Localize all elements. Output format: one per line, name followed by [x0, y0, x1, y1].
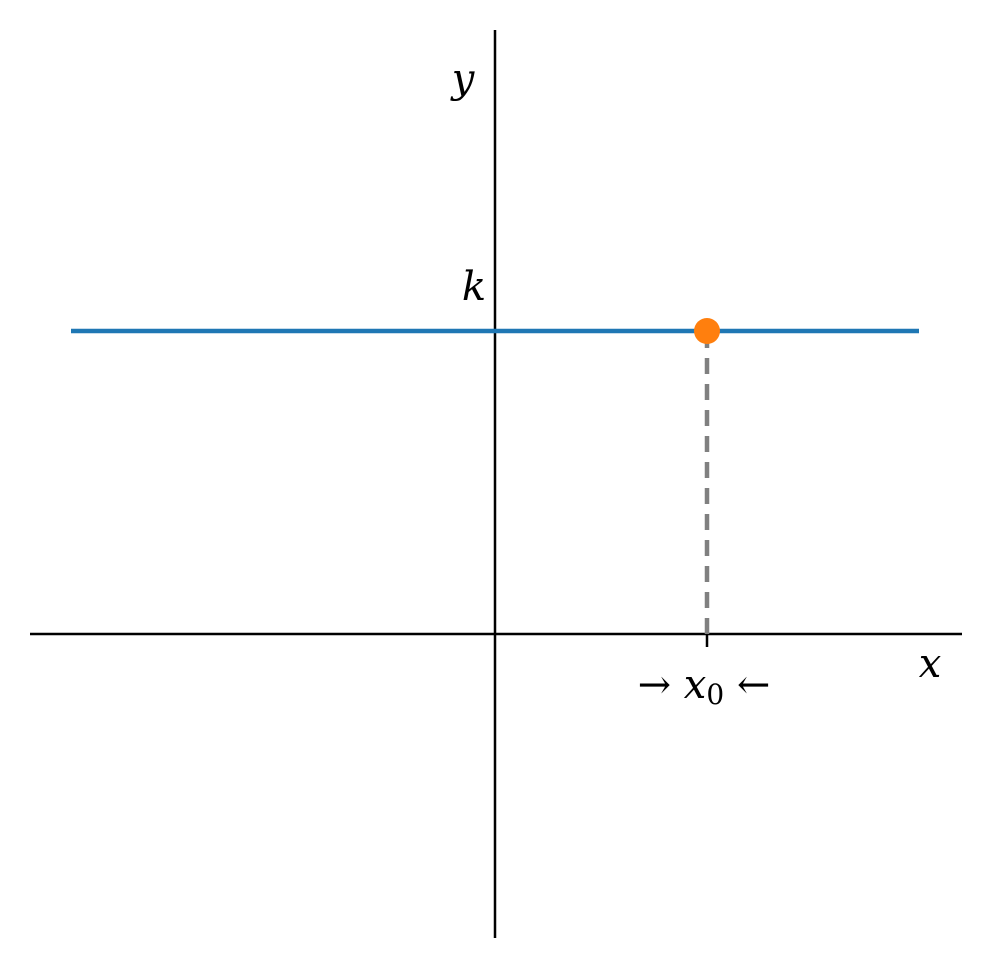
x-axis-label: x — [919, 641, 942, 687]
right-arrow-glyph: → — [638, 662, 672, 708]
x-tick-label: → x0 ← — [638, 662, 771, 711]
x-sub-symbol: x — [684, 662, 707, 708]
left-arrow-glyph: ← — [737, 662, 771, 708]
x-subscript: 0 — [706, 678, 724, 711]
y-tick-label-k: k — [462, 264, 486, 310]
y-axis-label: y — [450, 56, 476, 102]
highlight-point — [694, 318, 720, 344]
